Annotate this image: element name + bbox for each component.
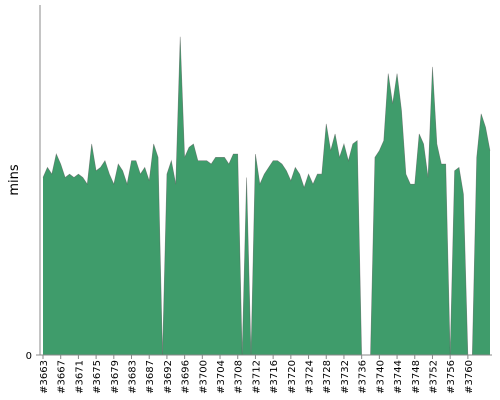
- x-tick-label: #3696: [181, 360, 192, 394]
- x-tick-label: #3752: [428, 360, 439, 394]
- x-tick-label: #3671: [74, 360, 85, 394]
- series-line: [42, 36, 491, 356]
- x-tick-label: #3740: [375, 360, 386, 394]
- x-tick-label: #3687: [145, 360, 156, 394]
- x-tick-label: #3728: [322, 360, 333, 394]
- x-tick-label: #3667: [57, 360, 68, 394]
- x-tick-label: #3756: [446, 360, 457, 394]
- x-tick-label: #3675: [92, 360, 103, 394]
- x-tick-label: #3708: [234, 360, 245, 394]
- x-tick-label: #3732: [340, 360, 351, 394]
- x-tick-label: #3760: [464, 360, 475, 394]
- y-axis-label: mins: [7, 164, 22, 196]
- x-tick-label: #3700: [198, 360, 209, 394]
- x-tick-label: #3704: [216, 360, 227, 394]
- plot-area: [42, 36, 491, 356]
- x-tick-label: #3748: [411, 360, 422, 394]
- x-tick-label: #3663: [39, 360, 50, 394]
- x-tick-label: #3744: [393, 360, 404, 394]
- x-tick-label: #3679: [110, 360, 121, 394]
- x-tick-label: #3720: [287, 360, 298, 394]
- x-tick-label: #3716: [269, 360, 280, 394]
- x-tick-label: #3683: [128, 360, 139, 394]
- x-tick-label: #3724: [305, 360, 316, 394]
- series-area: [43, 36, 490, 355]
- x-tick-label: #3692: [163, 360, 174, 394]
- axes: [36, 5, 492, 359]
- x-tick-label: #3736: [358, 360, 369, 394]
- y-tick-label-0: 0: [26, 351, 32, 362]
- x-tick-labels: #3663 #3667 #3671 #3675 #3679 #3683 #3687 #3692…: [39, 360, 475, 394]
- x-tick-label: #3712: [251, 360, 262, 394]
